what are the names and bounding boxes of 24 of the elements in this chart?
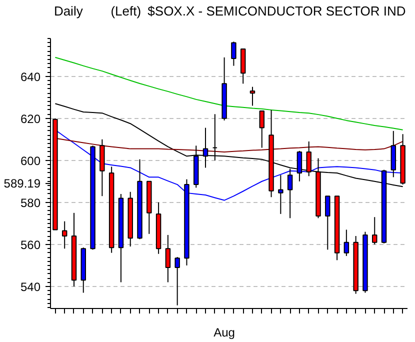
text: Daily [54, 4, 84, 18]
candlestick [62, 220, 68, 250]
candlestick [344, 229, 350, 256]
chart-title: $SOX.X - SEMICONDUCTOR SECTOR IND [148, 4, 406, 18]
candlestick [306, 140, 312, 177]
candlestick [325, 196, 330, 250]
line-series [54, 56, 404, 130]
candlestick [296, 150, 302, 182]
candlestick [250, 86, 256, 106]
candlestick [372, 216, 378, 245]
candlestick [259, 110, 264, 148]
y-tick-label: 600 [20, 154, 41, 168]
y-tick-label: 640 [20, 70, 41, 84]
y-tick-label: 540 [20, 280, 41, 294]
x-tick-label: Aug [214, 326, 235, 340]
candlestick [202, 127, 208, 168]
y-tick-label: 620 [20, 112, 41, 126]
y-tick-label: 580 [20, 196, 41, 210]
candlestick [231, 41, 236, 66]
candlestick [174, 256, 180, 306]
text: (Left) [110, 4, 142, 18]
y-tick-label: 560 [20, 238, 41, 252]
y-tick-label: 589.19 [4, 176, 41, 191]
candlestick [165, 234, 171, 283]
